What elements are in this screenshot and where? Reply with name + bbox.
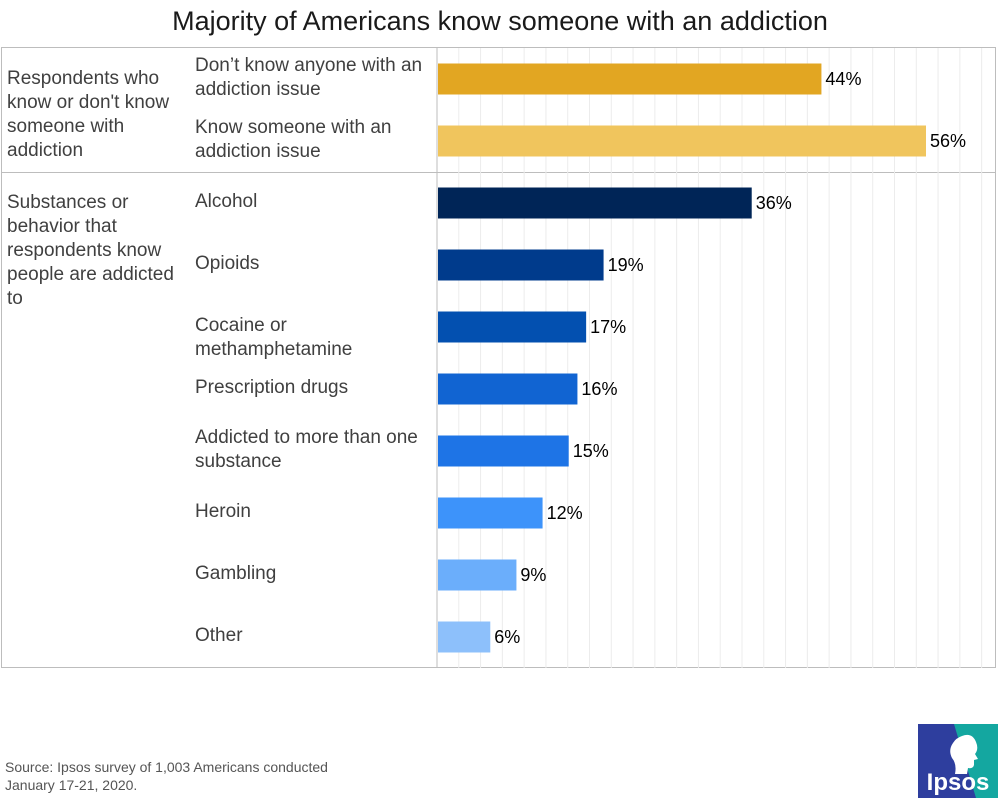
category-label: Know someone with an addiction issue — [195, 117, 392, 162]
category-label: Don’t know anyone with an addiction issu… — [195, 55, 423, 100]
bar-value-label: 9% — [520, 565, 546, 585]
bar-1-7 — [438, 621, 491, 653]
bar-value-label: 6% — [494, 627, 520, 647]
bar-1-3 — [438, 373, 578, 405]
bar-value-label: 36% — [756, 193, 792, 213]
bar-value-label: 44% — [825, 69, 861, 89]
category-label: Heroin — [195, 501, 251, 522]
category-label: Other — [195, 625, 243, 646]
category-label: Addicted to more than one substance — [195, 427, 418, 472]
bar-value-label: 12% — [547, 503, 583, 523]
bar-1-0 — [438, 187, 752, 219]
source-note: Source: Ipsos survey of 1,003 Americans … — [5, 759, 328, 793]
bar-value-label: 17% — [590, 317, 626, 337]
group-divider — [1, 172, 996, 173]
bar-1-2 — [438, 311, 587, 343]
category-label: Cocaine or methamphetamine — [195, 315, 353, 360]
bar-value-label: 16% — [581, 379, 617, 399]
bar-value-label: 56% — [930, 131, 966, 151]
chart-frame — [1, 47, 996, 668]
bar-0-1 — [438, 125, 926, 157]
bar-value-label: 19% — [608, 255, 644, 275]
ipsos-logo: Ipsos — [918, 724, 998, 798]
bar-1-4 — [438, 435, 569, 467]
bar-1-1 — [438, 249, 604, 281]
bar-value-label: 15% — [573, 441, 609, 461]
group-label-awareness: Respondents who know or don't know someo… — [7, 68, 170, 161]
logo-text: Ipsos — [927, 769, 990, 796]
category-label: Prescription drugs — [195, 377, 349, 398]
category-label: Opioids — [195, 253, 260, 274]
bar-1-5 — [438, 497, 543, 529]
category-label: Alcohol — [195, 191, 258, 212]
category-label: Gambling — [195, 563, 277, 584]
bar-1-6 — [438, 559, 517, 591]
bar-0-0 — [438, 63, 822, 95]
chart-title: Majority of Americans know someone with … — [172, 6, 828, 36]
group-label-substances: Substances or behavior that respondents … — [7, 192, 174, 309]
